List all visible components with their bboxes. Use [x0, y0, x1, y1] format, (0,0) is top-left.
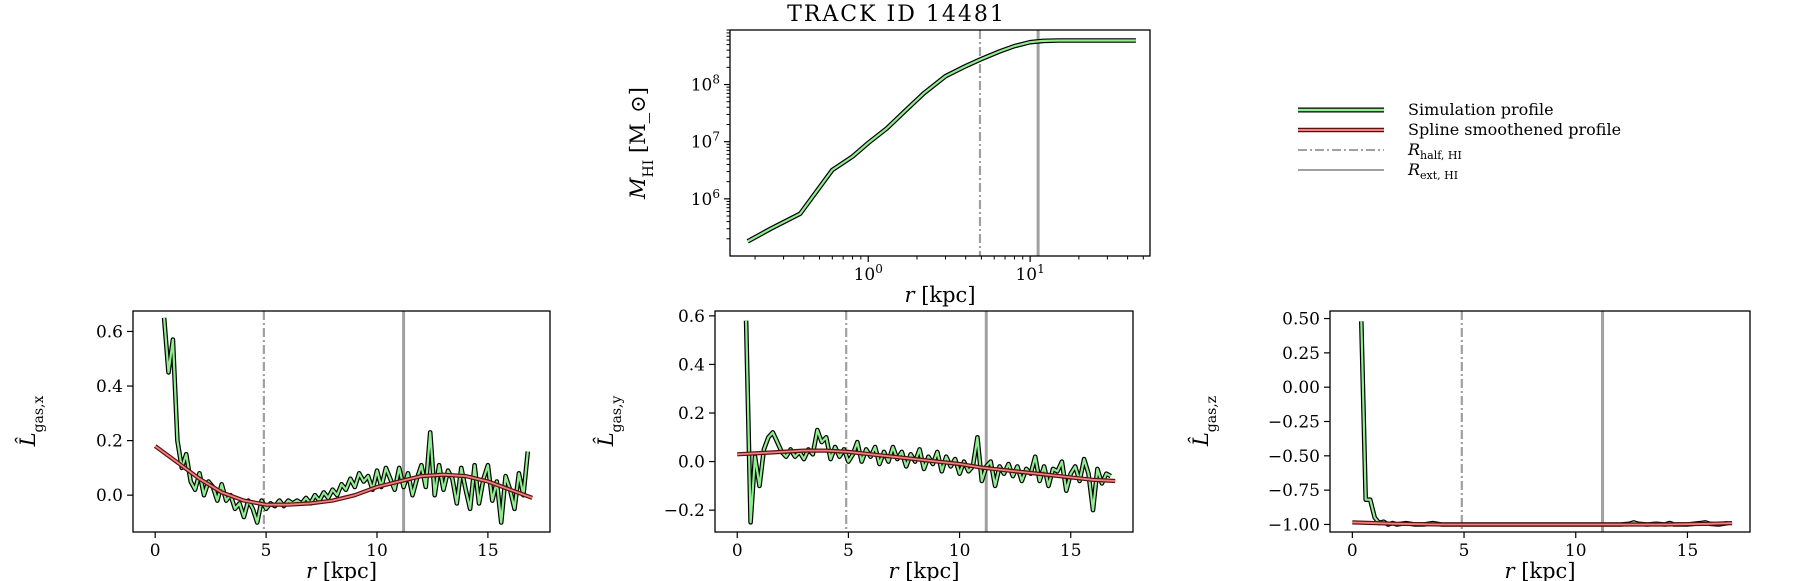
- y-tick-label: −0.25: [1268, 413, 1320, 433]
- series-group: [746, 38, 1136, 244]
- y-axis-label: L̂gas,z: [1189, 396, 1220, 447]
- legend-swatch-spline: [1298, 127, 1384, 133]
- y-tick-label: −1.00: [1268, 515, 1320, 535]
- simulation-line: [745, 320, 1112, 524]
- x-tick-label: 0: [732, 541, 743, 561]
- legend-entry-spline: Spline smoothened profile: [1296, 120, 1776, 140]
- y-tick-label: 0.6: [96, 322, 123, 342]
- series-group: [737, 320, 1116, 525]
- x-tick-label: 15: [1060, 541, 1082, 561]
- series-group: [1352, 321, 1733, 527]
- x-tick-label: 101: [1015, 262, 1044, 285]
- y-tick-label: 0.25: [1282, 344, 1320, 364]
- legend: Simulation profile Spline smoothened pro…: [1296, 100, 1776, 182]
- spline-line: [737, 449, 1116, 482]
- legend-swatch-r-ext: [1298, 169, 1384, 171]
- x-axis-label: r [kpc]: [888, 559, 959, 581]
- x-tick-label: 15: [477, 541, 499, 561]
- legend-entry-r-ext: Rext, HI: [1296, 160, 1776, 182]
- legend-entry-r-half: Rhalf, HI: [1296, 140, 1776, 162]
- chart-lx: 0 5 10 15 0.0 0.2 0.4 0.6 r [kpc] L̂gas,x: [16, 310, 551, 581]
- spline-line: [154, 445, 533, 506]
- plot-frame: [1329, 310, 1751, 533]
- x-axis-label: r [kpc]: [306, 559, 377, 581]
- x-tick-label: 15: [1677, 541, 1699, 561]
- x-tick-label: 5: [261, 541, 272, 561]
- plot-frame: [729, 29, 1151, 257]
- simulation-line-edge: [743, 320, 1112, 525]
- plot-frame: [132, 310, 551, 533]
- y-tick-label: 106: [691, 187, 720, 210]
- x-tick-label: 10: [1565, 541, 1587, 561]
- spline-line: [1352, 521, 1733, 526]
- y-tick-label: −0.2: [664, 501, 705, 521]
- chart-ly: 0 5 10 15 −0.2 0.0 0.2 0.4 0.6 r [kpc] L̂gas,y: [594, 307, 1134, 581]
- legend-label-r-half: Rhalf, HI: [1408, 140, 1462, 163]
- y-axis-label: L̂gas,y: [594, 396, 625, 448]
- x-tick-label: 0: [150, 541, 161, 561]
- x-tick-label: 10: [366, 541, 388, 561]
- x-tick-label: 10: [949, 541, 971, 561]
- simulation-line: [747, 39, 1136, 243]
- x-tick-label: 5: [1459, 541, 1470, 561]
- x-axis-label: r [kpc]: [904, 283, 975, 307]
- y-tick-label: 0.4: [96, 377, 123, 397]
- legend-label-spline: Spline smoothened profile: [1408, 120, 1622, 139]
- y-tick-label: 0.2: [678, 404, 705, 424]
- y-tick-label: 0.0: [96, 486, 123, 506]
- figure-title: TRACK ID 14481: [787, 2, 1006, 27]
- y-tick-label: −0.50: [1268, 447, 1320, 467]
- legend-label-r-ext: Rext, HI: [1408, 160, 1459, 183]
- x-tick-label: 0: [1347, 541, 1358, 561]
- x-tick-label: 100: [854, 262, 883, 285]
- x-axis-label: r [kpc]: [1504, 559, 1575, 581]
- chart-mass: 100 101 106 107 108 r [kpc] MHI [M_⊙]: [626, 29, 1151, 307]
- simulation-line-edge: [746, 38, 1136, 244]
- legend-swatch-simulation: [1298, 107, 1384, 113]
- y-tick-label: 0.50: [1282, 310, 1320, 330]
- legend-entry-simulation: Simulation profile: [1296, 100, 1776, 120]
- x-tick-label: 5: [843, 541, 854, 561]
- y-tick-label: 0.2: [96, 432, 123, 452]
- chart-lz: 0 5 10 15 −1.00 −0.75 −0.50 −0.25 0.00 0.25 0.50 r …: [1189, 310, 1751, 581]
- y-tick-label: 0.6: [678, 307, 705, 327]
- simulation-line: [1360, 321, 1728, 526]
- y-tick-label: 107: [691, 130, 720, 153]
- y-tick-label: 0.00: [1282, 378, 1320, 398]
- legend-label-simulation: Simulation profile: [1408, 100, 1554, 119]
- plot-frame: [714, 310, 1134, 533]
- y-tick-label: −0.75: [1268, 481, 1320, 501]
- y-tick-label: 0.0: [678, 453, 705, 473]
- simulation-line-edge: [1359, 321, 1729, 527]
- y-axis-label: MHI [M_⊙]: [626, 87, 657, 200]
- series-group: [153, 317, 534, 525]
- y-tick-label: 108: [691, 73, 720, 96]
- legend-swatch-r-half: [1298, 149, 1384, 151]
- y-tick-label: 0.4: [678, 355, 705, 375]
- y-axis-label: L̂gas,x: [16, 396, 47, 448]
